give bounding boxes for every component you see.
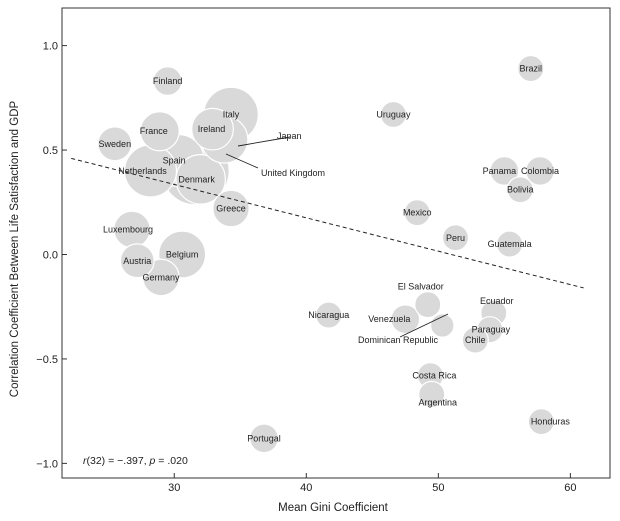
label-brazil: Brazil [520,64,543,74]
y-tick-label: 1.0 [43,41,58,53]
label-denmark: Denmark [178,174,215,184]
y-axis-title: Correlation Coefficient Between Life Sat… [9,100,21,397]
bubble-denmark [175,153,226,205]
correlation-annotation: r(32) = −.397, p = .020 [83,455,188,467]
plot-frame [61,7,611,479]
label-colombia: Colombia [521,166,559,176]
label-peru: Peru [446,233,465,243]
label-france: France [140,126,168,136]
plot-border [61,7,611,479]
x-tick-label: 30 [168,482,180,494]
bubble-layer [97,54,555,454]
y-tick-label: 0.5 [43,145,58,157]
label-japan: Japan [277,131,302,141]
bubble-el-salvador [414,291,442,319]
bubble-panama [489,156,520,186]
bubble-dominican-republic [429,313,455,338]
label-luxembourg: Luxembourg [103,224,153,234]
label-paraguay: Paraguay [472,325,511,335]
label-belgium: Belgium [166,249,199,259]
bubble-finland [152,66,183,97]
x-tick-label: 60 [564,482,576,494]
bubble-austria [119,243,155,279]
bubble-france [139,111,180,152]
axes-layer: 1.0 0.5 0.0 −0.5 −1.0 30 40 50 60 [36,41,576,494]
label-venezuela: Venezuela [368,314,410,324]
label-el-salvador: El Salvador [398,282,444,292]
bubble-honduras [527,408,555,436]
label-panama: Panama [483,166,517,176]
x-tick-label: 40 [300,482,312,494]
bubble-peru [441,224,470,252]
label-ireland: Ireland [198,124,226,134]
label-netherlands: Netherlands [118,166,167,176]
leader-line [399,313,449,338]
bubble-sweden [97,126,133,162]
label-guatemala: Guatemala [488,239,532,249]
bubble-brazil [517,54,545,83]
bubble-colombia [525,156,555,186]
label-honduras: Honduras [531,417,571,427]
label-uruguay: Uruguay [376,110,411,120]
bubble-ireland [191,107,234,151]
bubble-venezuela [390,304,421,335]
label-costa-rica: Costa Rica [412,371,456,381]
bubble-guatemala [496,230,524,258]
bubble-mexico [403,199,431,227]
label-sweden: Sweden [99,139,132,149]
label-italy: Italy [223,110,240,120]
bubble-uruguay [379,100,408,129]
y-tick-label: −1.0 [36,458,58,470]
label-austria: Austria [123,256,151,266]
label-spain: Spain [163,155,186,165]
leader-line [225,153,259,169]
label-united-kingdom: United Kingdom [261,168,325,178]
bubble-argentina [418,380,446,409]
label-dominican-republic: Dominican Republic [358,335,439,345]
label-bolivia: Bolivia [507,185,534,195]
bubble-bolivia [506,176,534,204]
bubble-portugal [249,423,279,454]
label-portugal: Portugal [247,433,281,443]
label-greece: Greece [216,204,246,214]
label-nicaragua: Nicaragua [308,310,349,320]
label-chile: Chile [465,335,486,345]
label-germany: Germany [143,272,181,282]
label-argentina: Argentina [418,397,457,407]
label-finland: Finland [153,76,183,86]
x-axis-title: Mean Gini Coefficient [278,502,389,514]
bubble-chile [461,326,489,354]
x-tick-label: 50 [432,482,444,494]
label-mexico: Mexico [403,208,432,218]
bubble-greece [212,189,250,228]
leader-line [237,136,291,147]
label-layer: Finland Italy Ireland France Sweden Japan Spai… [99,64,571,444]
y-tick-label: 0.0 [43,249,58,261]
bubble-nicaragua [315,301,343,329]
y-tick-label: −0.5 [36,354,58,366]
label-ecuador: Ecuador [480,296,514,306]
